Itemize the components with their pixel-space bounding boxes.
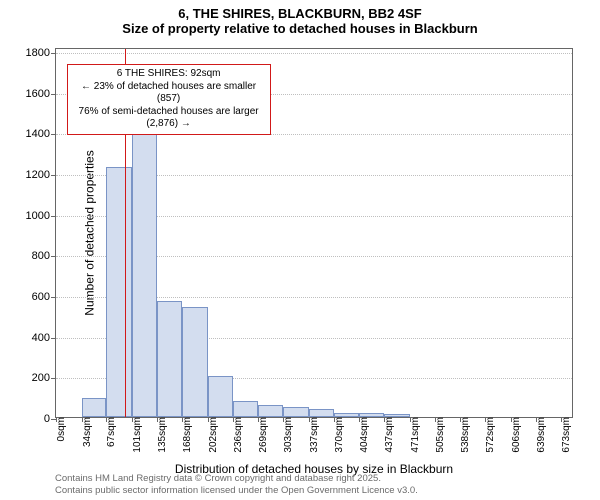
xtick-label: 236sqm [229,417,244,453]
histogram-bar [384,414,410,417]
histogram-bar [106,167,132,417]
title-line-1: 6, THE SHIRES, BLACKBURN, BB2 4SF [0,6,600,21]
plot-area: 0200400600800100012001400160018000sqm34s… [55,48,573,418]
ytick-label: 1400 [26,128,56,140]
xtick-label: 606sqm [507,417,522,453]
xtick-label: 437sqm [380,417,395,453]
xtick-label: 202sqm [204,417,219,453]
xtick-label: 67sqm [102,417,117,447]
xtick-label: 404sqm [355,417,370,453]
histogram-bar [233,401,258,417]
ytick-label: 1200 [26,169,56,181]
footer-line-2: Contains public sector information licen… [55,485,418,496]
histogram-bar [157,301,182,417]
histogram-bar [208,376,234,417]
histogram-bar [258,405,284,417]
annotation-box: 6 THE SHIRES: 92sqm← 23% of detached hou… [67,64,271,135]
histogram-bar [309,409,334,417]
xtick-label: 101sqm [128,417,143,453]
footer-line-1: Contains HM Land Registry data © Crown c… [55,473,418,484]
annotation-line: 76% of semi-detached houses are larger (… [74,106,264,131]
xtick-label: 538sqm [456,417,471,453]
xtick-label: 0sqm [52,417,67,441]
chart-title: 6, THE SHIRES, BLACKBURN, BB2 4SF Size o… [0,0,600,36]
histogram-bar [82,398,107,417]
footer-attribution: Contains HM Land Registry data © Crown c… [55,473,418,496]
ytick-label: 400 [32,332,56,344]
gridline-h [56,53,572,54]
ytick-label: 1800 [26,47,56,59]
chart-area: Number of detached properties Distributi… [55,48,573,418]
xtick-label: 337sqm [305,417,320,453]
xtick-label: 505sqm [431,417,446,453]
xtick-label: 269sqm [254,417,269,453]
histogram-bar [283,407,309,417]
histogram-bar [132,112,158,417]
ytick-label: 200 [32,372,56,384]
ytick-label: 1600 [26,88,56,100]
ytick-label: 800 [32,250,56,262]
xtick-label: 135sqm [153,417,168,453]
xtick-label: 34sqm [78,417,93,447]
xtick-label: 572sqm [481,417,496,453]
xtick-label: 673sqm [557,417,572,453]
annotation-line: ← 23% of detached houses are smaller (85… [74,81,264,106]
ytick-label: 1000 [26,210,56,222]
xtick-label: 370sqm [330,417,345,453]
xtick-label: 168sqm [178,417,193,453]
ytick-label: 600 [32,291,56,303]
title-line-2: Size of property relative to detached ho… [0,21,600,36]
xtick-label: 471sqm [406,417,421,453]
annotation-line: 6 THE SHIRES: 92sqm [74,68,264,81]
xtick-label: 303sqm [279,417,294,453]
histogram-bar [182,307,208,417]
histogram-bar [334,413,360,417]
xtick-label: 639sqm [532,417,547,453]
histogram-bar [359,413,384,417]
